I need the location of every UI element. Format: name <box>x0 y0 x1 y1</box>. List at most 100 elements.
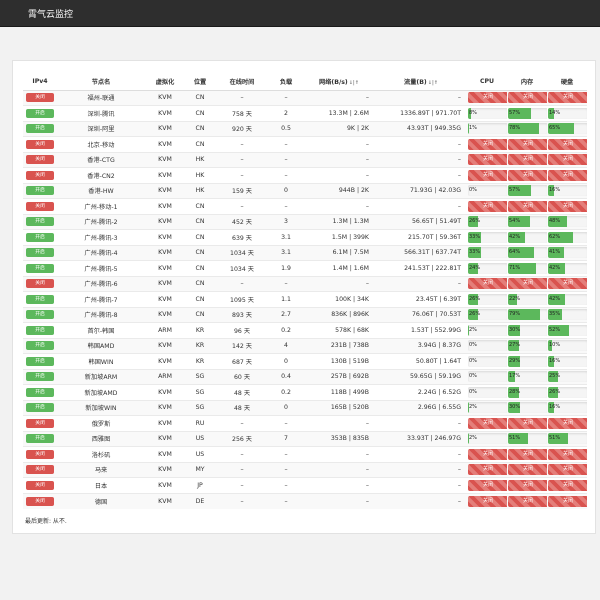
node-uptime: – <box>215 446 269 462</box>
mem-bar-fill <box>508 231 525 243</box>
cpu-bar-label: 关闭 <box>482 497 493 504</box>
mem-bar: 关闭 <box>508 479 547 491</box>
table-row[interactable]: 关闭 福州-联通 KVM CN – – – – 关闭 关闭 关闭 <box>23 89 587 106</box>
mem-bar-label: 17% <box>509 373 521 380</box>
table-row[interactable]: 开启 新加坡WIN KVM SG 48 天 0 165B | 520B 2.96G | 6.5… <box>23 399 587 416</box>
cpu-bar-fill <box>468 309 479 321</box>
header-mem[interactable]: 内存 <box>507 73 547 91</box>
mem-bar: 42% <box>508 231 547 243</box>
table-row[interactable]: 关闭 洛杉矶 KVM US – – – – 关闭 关闭 关闭 <box>23 446 587 462</box>
node-name: 广州-腾讯-5 <box>57 260 145 276</box>
node-name: 香港-HW <box>57 182 145 199</box>
disk-bar: 关闭 <box>548 92 587 104</box>
disk-bar-label: 关闭 <box>562 171 573 178</box>
cpu-bar: 关闭 <box>468 278 507 290</box>
mem-bar-label: 54% <box>509 218 521 225</box>
cpu-bar: 0% <box>468 185 507 197</box>
cpu-bar-label: 0% <box>469 373 477 380</box>
mem-bar-label: 关闭 <box>522 140 533 147</box>
node-name: 广州-腾讯-4 <box>57 244 145 261</box>
mem-bar: 关闭 <box>508 417 547 429</box>
header-virt[interactable]: 虚拟化 <box>145 73 185 91</box>
header-cpu[interactable]: CPU <box>467 73 507 91</box>
node-uptime: – <box>215 492 269 509</box>
disk-bar-label: 关闭 <box>562 481 573 488</box>
disk-bar-label: 26% <box>549 388 561 395</box>
table-row[interactable]: 开启 新加坡ARM ARM SG 60 天 0.4 257B | 692B 59.65G | … <box>23 368 587 385</box>
table-row[interactable]: 关闭 广州-移动-1 KVM CN – – – – 关闭 关闭 关闭 <box>23 198 587 214</box>
node-virt: KVM <box>145 337 185 354</box>
disk-bar-label: 关闭 <box>562 140 573 147</box>
table-row[interactable]: 关闭 香港-CN2 KVM HK – – – – 关闭 关闭 关闭 <box>23 167 587 183</box>
node-name: 广州-腾讯-8 <box>57 306 145 323</box>
cpu-bar: 8% <box>468 107 507 119</box>
header-traffic[interactable]: 流量(B)↓|↑ <box>375 73 467 91</box>
node-virt: KVM <box>145 446 185 462</box>
mem-bar-label: 28% <box>509 388 521 395</box>
node-location: DE <box>185 492 215 509</box>
node-location: HK <box>185 182 215 199</box>
header-ipv4[interactable]: IPv4 <box>23 73 57 91</box>
node-virt: KVM <box>145 260 185 276</box>
table-row[interactable]: 开启 深圳-腾讯 KVM CN 758 天 2 13.3M | 2.6M 1336.89T |… <box>23 105 587 121</box>
node-load: – <box>269 275 303 292</box>
table-row[interactable]: 开启 广州-腾讯-3 KVM CN 639 天 3.1 1.5M | 399K 215.70T… <box>23 229 587 245</box>
disk-bar: 16% <box>548 185 587 197</box>
table-row[interactable]: 开启 西雅图 KVM US 256 天 7 353B | 835B 33.93T | 246.… <box>23 430 587 447</box>
table-row[interactable]: 关闭 日本 KVM JP – – – – 关闭 关闭 关闭 <box>23 477 587 493</box>
mem-bar: 28% <box>508 386 547 398</box>
table-row[interactable]: 关闭 北京-移动 KVM CN – – – – 关闭 关闭 关闭 <box>23 136 587 152</box>
cpu-bar: 0% <box>468 386 507 398</box>
header-location[interactable]: 位置 <box>185 73 215 91</box>
header-load[interactable]: 负载 <box>269 73 303 91</box>
node-load: 0.2 <box>269 322 303 338</box>
cpu-bar-fill <box>468 262 478 274</box>
node-traffic: 71.93G | 42.03G <box>375 182 467 199</box>
mem-bar-label: 27% <box>509 342 521 349</box>
table-row[interactable]: 关闭 俄罗斯 KVM RU – – – – 关闭 关闭 关闭 <box>23 415 587 431</box>
header-uptime[interactable]: 在线时间 <box>215 73 269 91</box>
node-uptime: 142 天 <box>215 337 269 354</box>
node-network: 1.3M | 1.3M <box>303 213 375 230</box>
table-row[interactable]: 开启 香港-HW KVM HK 159 天 0 944B | 2K 71.93G | 42.0… <box>23 182 587 199</box>
table-row[interactable]: 开启 广州-腾讯-8 KVM CN 893 天 2.7 836K | 896K 76.06T … <box>23 306 587 323</box>
ipv4-status-badge: 开启 <box>26 294 54 304</box>
header-network[interactable]: 网络(B/s)↓|↑ <box>303 73 375 91</box>
mem-bar-label: 22% <box>509 295 521 302</box>
table-row[interactable]: 开启 首尔-韩国 ARM KR 96 天 0.2 578K | 68K 1.53T | 552… <box>23 322 587 338</box>
table-row[interactable]: 开启 广州-腾讯-7 KVM CN 1095 天 1.1 100K | 34K 23.45T … <box>23 291 587 307</box>
node-traffic: 43.93T | 949.35G <box>375 120 467 137</box>
cpu-bar-fill <box>468 402 469 414</box>
cpu-bar-label: 1% <box>469 125 477 132</box>
disk-bar: 关闭 <box>548 495 587 507</box>
table-row[interactable]: 关闭 马来 KVM MY – – – – 关闭 关闭 关闭 <box>23 461 587 478</box>
header-disk[interactable]: 硬盘 <box>547 73 587 91</box>
table-row[interactable]: 开启 广州-腾讯-2 KVM CN 452 天 3 1.3M | 1.3M 56.65T | … <box>23 213 587 230</box>
brand-title[interactable]: 霄气云监控 <box>28 10 74 20</box>
table-row[interactable]: 关闭 广州-腾讯-6 KVM CN – – – – 关闭 关闭 关闭 <box>23 275 587 292</box>
node-load: – <box>269 136 303 152</box>
node-name: 韩国AMD <box>57 337 145 354</box>
disk-bar-fill <box>548 231 573 243</box>
node-name: 俄罗斯 <box>57 415 145 431</box>
table-row[interactable]: 开启 韩国WIN KVM KR 687 天 0 130B | 519B 50.80T | 1.… <box>23 353 587 369</box>
disk-bar-fill <box>548 355 555 367</box>
node-name: 深圳-阿里 <box>57 120 145 137</box>
table-row[interactable]: 关闭 香港-CTG KVM HK – – – – 关闭 关闭 关闭 <box>23 151 587 168</box>
node-name: 福州-联通 <box>57 89 145 106</box>
table-row[interactable]: 开启 深圳-阿里 KVM CN 920 天 0.5 9K | 2K 43.93T | 949.… <box>23 120 587 137</box>
node-virt: KVM <box>145 151 185 168</box>
node-load: 0 <box>269 353 303 369</box>
header-name[interactable]: 节点名 <box>57 73 145 91</box>
node-load: – <box>269 446 303 462</box>
node-virt: KVM <box>145 275 185 292</box>
cpu-bar: 2% <box>468 433 507 445</box>
node-traffic: 566.31T | 637.74T <box>375 244 467 261</box>
ipv4-status-badge: 关闭 <box>26 139 54 149</box>
table-row[interactable]: 关闭 德国 KVM DE – – – – 关闭 关闭 关闭 <box>23 492 587 509</box>
table-row[interactable]: 开启 广州-腾讯-4 KVM CN 1034 天 3.1 6.1M | 7.5M 566.31… <box>23 244 587 261</box>
table-row[interactable]: 开启 广州-腾讯-5 KVM CN 1034 天 1.9 1.4M | 1.6M 241.53… <box>23 260 587 276</box>
table-row[interactable]: 开启 韩国AMD KVM KR 142 天 4 231B | 738B 3.94G | 8.3… <box>23 337 587 354</box>
node-uptime: 1095 天 <box>215 291 269 307</box>
table-row[interactable]: 开启 新加坡AMD KVM SG 48 天 0.2 118B | 499B 2.24G | 6… <box>23 384 587 400</box>
